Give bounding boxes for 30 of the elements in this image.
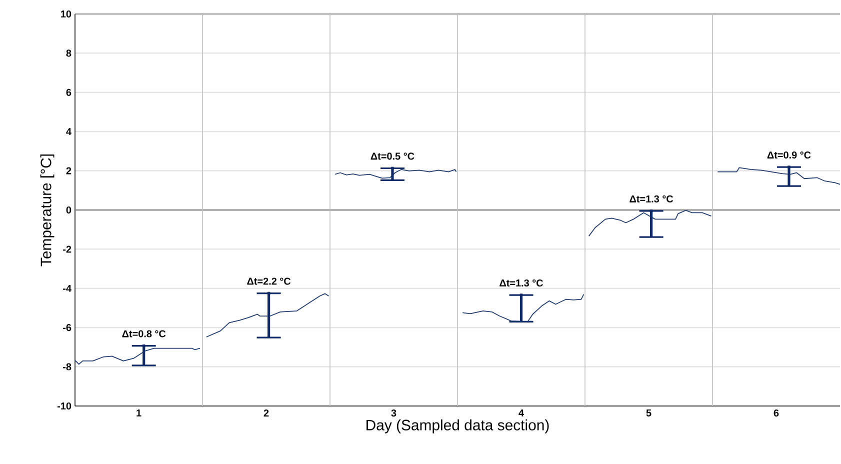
y-axis-title: Temperature [°C] (40, 154, 54, 266)
annotation: Δt=0.8 °C (122, 330, 166, 338)
x-axis-title: Day (Sampled data section) (366, 419, 549, 434)
line-series (462, 294, 584, 322)
y-tick-label: 8 (66, 50, 72, 57)
line-series (717, 167, 840, 185)
y-tick-label: -6 (63, 324, 72, 332)
x-tick-label: 6 (774, 410, 779, 417)
y-tick-label: 10 (61, 10, 72, 18)
y-tick-label: -2 (63, 246, 72, 253)
y-tick-label: 4 (66, 128, 72, 136)
annotation: Δt=0.5 °C (370, 152, 414, 160)
line-series (206, 293, 330, 338)
y-tick-label: -10 (57, 402, 72, 410)
annotation: Δt=1.3 °C (630, 195, 674, 202)
y-tick-label: -4 (63, 284, 72, 292)
line-series (74, 348, 200, 365)
x-tick-label: 2 (264, 410, 269, 416)
line-series (334, 168, 457, 179)
annotation: Δt=1.3 °C (500, 279, 544, 287)
y-tick-label: 2 (66, 167, 72, 174)
x-tick-label: 4 (518, 410, 524, 416)
y-tick-label: -8 (63, 363, 72, 370)
x-tick-label: 5 (646, 410, 652, 416)
y-tick-label: 6 (66, 88, 72, 96)
x-tick-label: 1 (136, 410, 142, 416)
x-tick-label: 3 (391, 410, 396, 417)
y-tick-label: 0 (66, 206, 72, 214)
annotation: Δt=2.2 °C (247, 278, 291, 285)
annotation: Δt=0.9 °C (767, 151, 811, 159)
